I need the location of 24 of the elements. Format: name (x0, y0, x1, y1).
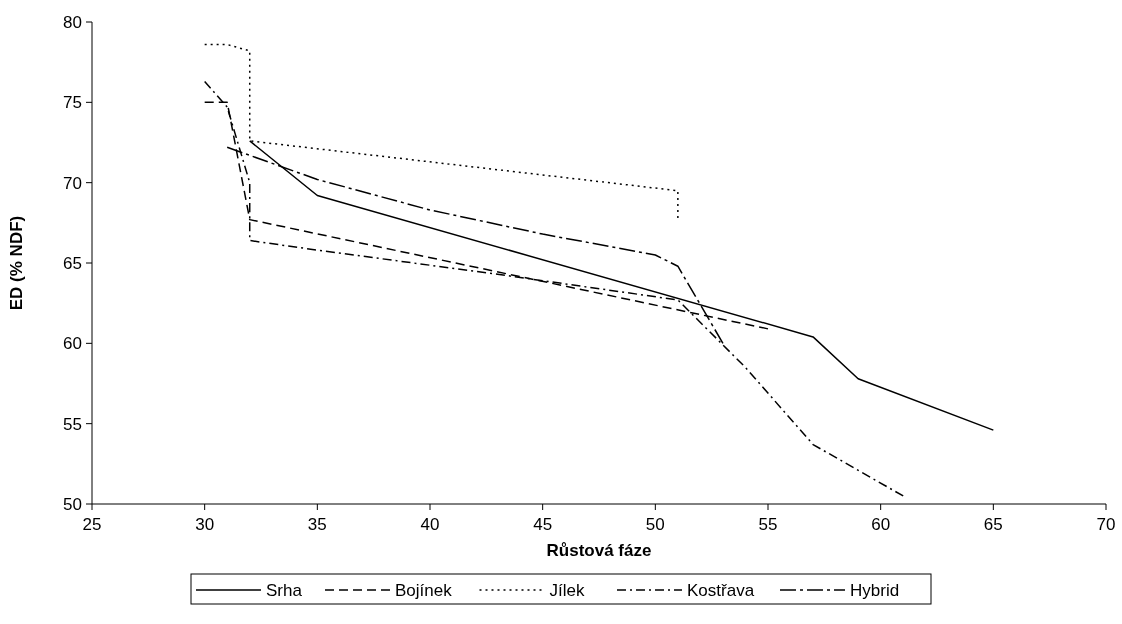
x-tick-label: 70 (1096, 515, 1116, 534)
legend-label: Srha (266, 580, 303, 600)
y-tick-label: 50 (63, 494, 82, 514)
y-tick-label: 65 (63, 253, 82, 273)
y-tick-label: 80 (63, 12, 82, 32)
x-tick-label: 45 (533, 515, 553, 534)
x-tick-label: 50 (645, 515, 665, 534)
x-tick-label: 30 (195, 515, 215, 534)
x-tick-label: 60 (871, 515, 891, 534)
x-tick-label: 65 (983, 515, 1003, 534)
x-tick-label: 35 (307, 515, 327, 534)
x-tick-label: 55 (758, 515, 778, 534)
y-tick-label: 75 (63, 93, 82, 113)
legend-label: Bojínek (395, 580, 453, 600)
x-axis-title: Růstová fáze (546, 541, 652, 560)
x-tick-label: 25 (82, 515, 102, 534)
legend-label: Hybrid (850, 580, 900, 600)
legend-label: Kostřava (687, 580, 755, 600)
y-tick-label: 60 (63, 334, 82, 354)
y-tick-label: 55 (63, 414, 82, 434)
x-tick-label: 40 (420, 515, 440, 534)
y-tick-label: 70 (63, 173, 82, 193)
legend-label: Jílek (549, 580, 585, 600)
y-axis-title: ED (% NDF) (7, 215, 26, 311)
